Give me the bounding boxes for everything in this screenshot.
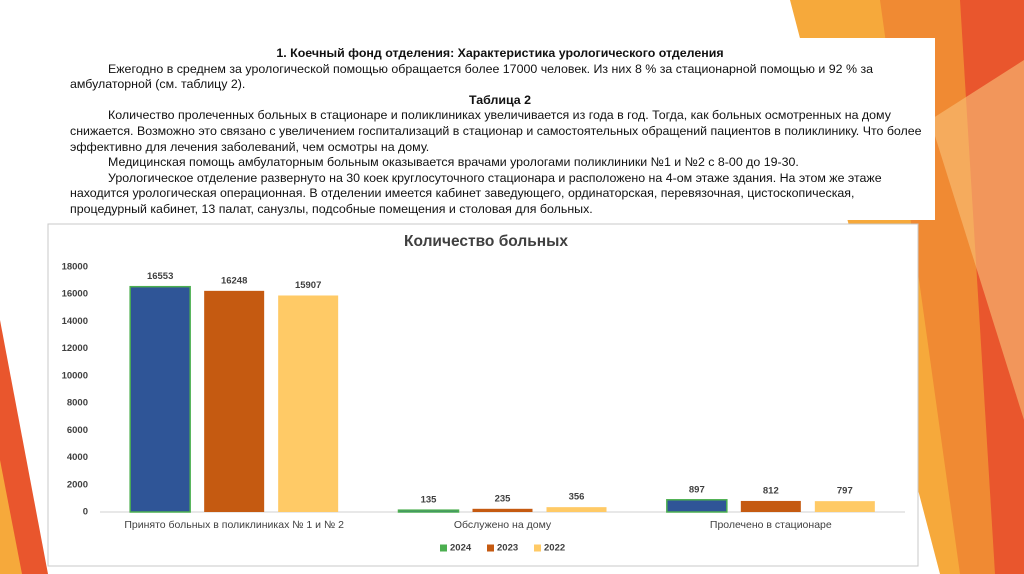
y-tick-label: 2000 (67, 479, 88, 490)
text-block: 1. Коечный фонд отделения: Характеристик… (70, 46, 930, 218)
data-label: 812 (763, 485, 779, 496)
data-label: 16248 (221, 275, 247, 286)
deco-shape (930, 60, 1024, 420)
bar (472, 508, 533, 512)
paragraph: Количество пролеченных больных в стацион… (70, 108, 922, 154)
y-tick-label: 14000 (62, 316, 88, 327)
y-tick-label: 16000 (62, 289, 88, 300)
legend-swatch (440, 544, 447, 552)
text-background (60, 38, 935, 220)
y-tick-label: 8000 (67, 398, 88, 409)
bar (740, 500, 801, 512)
data-label: 356 (569, 492, 585, 503)
legend-swatch (534, 544, 541, 552)
data-label: 797 (837, 486, 853, 497)
legend-label: 2024 (450, 543, 472, 554)
data-label: 897 (689, 484, 705, 495)
y-tick-label: 6000 (67, 425, 88, 436)
y-tick-label: 10000 (62, 370, 88, 381)
data-label: 16553 (147, 271, 173, 282)
bar (397, 509, 460, 513)
y-tick-label: 4000 (67, 452, 88, 463)
table-caption: Таблица 2 (469, 92, 531, 107)
bar (666, 499, 728, 513)
deco-shape (0, 320, 48, 574)
legend-swatch (487, 544, 494, 552)
x-tick-label: Пролечено в стационаре (710, 519, 832, 531)
paragraph: Ежегодно в среднем за урологической помо… (70, 61, 874, 92)
heading: 1. Коечный фонд отделения: Характеристик… (276, 46, 724, 60)
legend-label: 2023 (497, 543, 518, 554)
data-label: 15907 (295, 280, 321, 291)
legend-label: 2022 (544, 543, 565, 554)
x-tick-label: Обслужено на дому (454, 519, 552, 531)
bar (204, 290, 265, 512)
paragraph: Урологическое отделение развернуто на 30… (70, 170, 882, 216)
data-label: 235 (495, 493, 512, 504)
data-label: 135 (421, 495, 438, 506)
y-tick-label: 12000 (62, 343, 88, 354)
x-tick-label: Принято больных в поликлиниках № 1 и № 2 (124, 519, 344, 531)
y-tick-label: 0 (83, 507, 88, 518)
bar (814, 501, 875, 512)
paragraph: Медицинская помощь амбулаторным больным … (108, 155, 799, 170)
chart-title: Количество больных (404, 233, 568, 250)
bar (546, 507, 607, 512)
y-tick-label: 18000 (62, 262, 88, 273)
bar (129, 285, 191, 513)
bar (278, 295, 339, 512)
deco-shape (0, 460, 22, 574)
